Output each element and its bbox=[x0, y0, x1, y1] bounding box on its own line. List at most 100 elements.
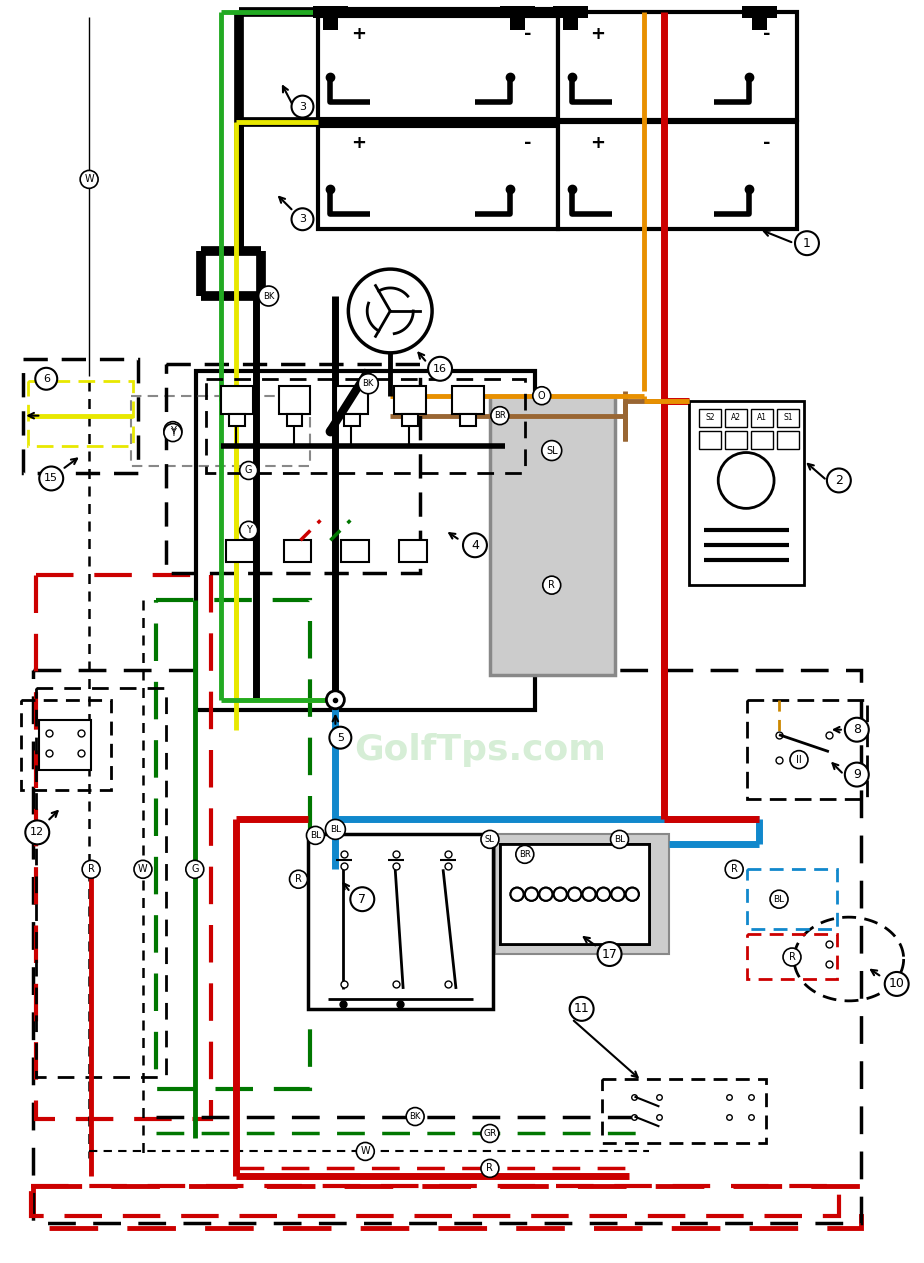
Bar bbox=[452, 385, 484, 414]
Bar bbox=[156, 600, 310, 1089]
Circle shape bbox=[25, 821, 49, 845]
Circle shape bbox=[568, 888, 581, 901]
Text: 7: 7 bbox=[359, 893, 366, 906]
Bar bbox=[284, 541, 311, 562]
Bar bbox=[748, 700, 867, 799]
Circle shape bbox=[80, 171, 98, 188]
Text: W: W bbox=[84, 174, 94, 184]
Bar bbox=[752, 11, 767, 30]
Circle shape bbox=[307, 826, 324, 845]
Bar bbox=[36, 575, 211, 1119]
Circle shape bbox=[291, 96, 313, 117]
Text: SL: SL bbox=[485, 835, 495, 844]
Bar bbox=[751, 409, 773, 427]
Bar bbox=[699, 431, 722, 448]
Text: 5: 5 bbox=[337, 733, 344, 743]
Bar bbox=[602, 1079, 766, 1143]
Text: O: O bbox=[538, 390, 545, 400]
Text: +: + bbox=[351, 25, 366, 43]
Text: BR: BR bbox=[519, 850, 530, 859]
Text: S1: S1 bbox=[784, 413, 793, 422]
Circle shape bbox=[291, 208, 313, 230]
Text: BL: BL bbox=[310, 831, 321, 840]
Text: R: R bbox=[731, 864, 737, 874]
Text: W: W bbox=[360, 1147, 371, 1157]
Circle shape bbox=[164, 423, 182, 442]
Circle shape bbox=[795, 231, 819, 255]
Text: 15: 15 bbox=[44, 474, 58, 484]
Bar bbox=[31, 1186, 839, 1216]
Bar bbox=[510, 11, 525, 30]
Bar bbox=[495, 835, 669, 954]
Bar bbox=[319, 11, 558, 120]
Text: -: - bbox=[763, 25, 771, 43]
Text: S2: S2 bbox=[706, 413, 715, 422]
Bar bbox=[777, 409, 799, 427]
Circle shape bbox=[511, 888, 524, 901]
Text: A2: A2 bbox=[731, 413, 741, 422]
Text: R: R bbox=[788, 952, 796, 962]
Circle shape bbox=[553, 888, 566, 901]
Bar bbox=[166, 364, 420, 573]
Bar bbox=[23, 359, 138, 474]
Bar bbox=[563, 11, 578, 30]
Bar bbox=[33, 669, 861, 1224]
Text: 11: 11 bbox=[574, 1003, 590, 1015]
Circle shape bbox=[357, 1143, 374, 1161]
Circle shape bbox=[597, 888, 610, 901]
Text: GR: GR bbox=[483, 1129, 496, 1138]
Text: Y: Y bbox=[170, 426, 176, 436]
Text: R: R bbox=[486, 1163, 493, 1173]
Circle shape bbox=[718, 452, 774, 509]
Circle shape bbox=[570, 997, 593, 1021]
Circle shape bbox=[568, 888, 581, 901]
Circle shape bbox=[481, 1159, 499, 1177]
Bar bbox=[500, 845, 650, 943]
Bar bbox=[278, 385, 310, 414]
Circle shape bbox=[611, 830, 628, 849]
Circle shape bbox=[542, 576, 561, 594]
Text: Y: Y bbox=[170, 428, 176, 437]
Bar bbox=[689, 400, 804, 585]
Circle shape bbox=[783, 949, 801, 966]
Bar bbox=[748, 935, 837, 979]
Text: -: - bbox=[763, 134, 771, 153]
Circle shape bbox=[359, 374, 378, 394]
Bar bbox=[323, 11, 338, 30]
Circle shape bbox=[259, 285, 278, 306]
Circle shape bbox=[725, 860, 743, 878]
Bar bbox=[313, 6, 348, 18]
Circle shape bbox=[626, 888, 638, 901]
Circle shape bbox=[770, 890, 788, 908]
Circle shape bbox=[511, 888, 524, 901]
Bar bbox=[500, 6, 535, 18]
Circle shape bbox=[428, 357, 452, 380]
Text: BK: BK bbox=[409, 1111, 420, 1122]
Text: 12: 12 bbox=[30, 827, 44, 837]
Text: II: II bbox=[796, 754, 802, 764]
Text: A1: A1 bbox=[757, 413, 767, 422]
Circle shape bbox=[516, 845, 534, 864]
Text: 9: 9 bbox=[853, 768, 861, 781]
Circle shape bbox=[845, 717, 869, 741]
Bar bbox=[21, 700, 111, 789]
Circle shape bbox=[541, 441, 562, 461]
Circle shape bbox=[289, 870, 308, 888]
Bar bbox=[29, 380, 133, 446]
Text: W: W bbox=[139, 864, 148, 874]
Circle shape bbox=[845, 763, 869, 787]
Bar bbox=[402, 414, 419, 426]
Bar bbox=[699, 409, 722, 427]
Circle shape bbox=[540, 888, 553, 901]
Circle shape bbox=[481, 1124, 499, 1143]
Bar bbox=[553, 6, 588, 18]
Bar bbox=[742, 6, 777, 18]
Text: -: - bbox=[524, 134, 531, 153]
Bar bbox=[131, 395, 310, 466]
Bar bbox=[490, 395, 614, 674]
Circle shape bbox=[827, 469, 851, 493]
Circle shape bbox=[612, 888, 625, 901]
Bar bbox=[345, 414, 360, 426]
Circle shape bbox=[598, 942, 622, 966]
Text: R: R bbox=[88, 864, 94, 874]
